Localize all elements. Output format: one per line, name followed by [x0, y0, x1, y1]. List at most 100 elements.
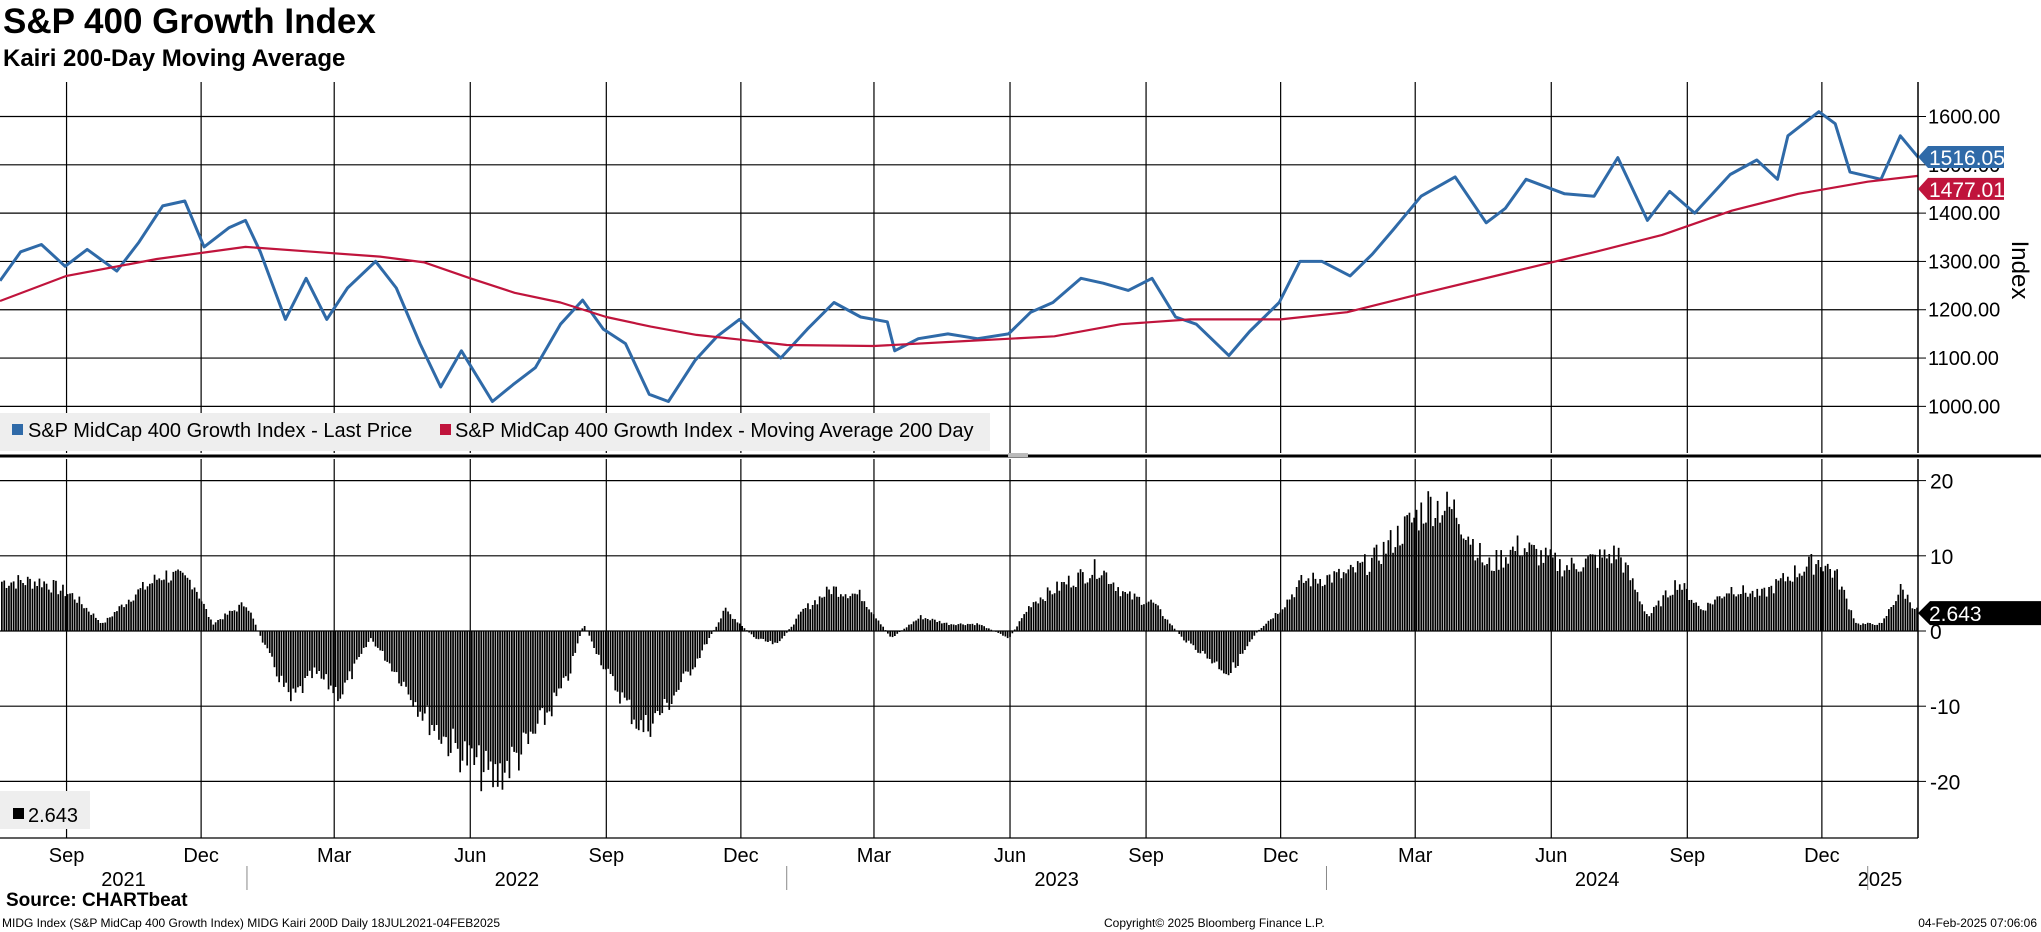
kairi-bar	[1187, 631, 1190, 641]
kairi-bar	[694, 631, 696, 668]
last-value-tag	[1918, 601, 2041, 626]
kairi-bar	[1643, 611, 1646, 631]
kairi-bar	[633, 631, 635, 720]
kairi-bar	[1157, 605, 1159, 631]
kairi-bar	[1399, 545, 1401, 631]
kairi-bar	[1906, 594, 1909, 631]
kairi-bar	[132, 600, 135, 631]
kairi-bar	[297, 631, 299, 688]
kairi-bar	[177, 569, 179, 631]
kairi-bar	[471, 631, 473, 749]
kairi-bar	[113, 612, 116, 631]
kairi-bar	[191, 589, 193, 631]
kairi-bar	[271, 631, 273, 657]
kairi-bar	[816, 604, 819, 631]
kairi-bar	[821, 597, 823, 631]
kairi-bar	[1810, 554, 1813, 631]
kairi-bar	[240, 602, 243, 631]
kairi-bar	[1223, 631, 1225, 674]
kairi-bar	[1542, 562, 1545, 631]
kairi-bar	[1408, 512, 1411, 631]
kairi-bar	[508, 631, 511, 779]
kairi-bar	[1418, 530, 1420, 631]
kairi-bar	[605, 631, 607, 670]
kairi-bar	[283, 631, 285, 687]
kairi-bar	[1622, 572, 1625, 631]
kairi-bar	[717, 622, 720, 631]
kairi-bar	[1450, 509, 1453, 631]
kairi-bar	[1392, 552, 1394, 631]
kairi-bar	[445, 631, 447, 738]
kairi-bar	[118, 606, 121, 631]
kairi-bar	[1465, 540, 1467, 631]
kairi-bar	[581, 628, 584, 631]
kairi-bar	[473, 631, 476, 765]
kairi-bar	[5, 588, 8, 631]
kairi-bar	[142, 582, 144, 631]
kairi-bar	[701, 631, 703, 651]
kairi-bar	[912, 621, 915, 631]
kairi-bar	[623, 631, 626, 698]
kairi-bar	[1035, 601, 1037, 631]
kairi-bar	[1039, 597, 1042, 631]
x-year-label: 2023	[1034, 869, 1079, 891]
kairi-bar	[1406, 515, 1408, 631]
kairi-bar	[1758, 595, 1761, 631]
kairi-bar	[576, 631, 579, 644]
kairi-bar	[1570, 557, 1573, 631]
kairi-bar	[1103, 570, 1105, 631]
kairi-bar	[414, 631, 417, 703]
kairi-bar	[1286, 599, 1289, 631]
kairi-bar	[553, 631, 555, 693]
kairi-bar	[929, 620, 931, 631]
kairi-bar	[243, 606, 245, 631]
kairi-bar	[1831, 577, 1834, 631]
kairi-bar	[503, 631, 506, 773]
kairi-bar	[1700, 609, 1702, 631]
x-month-label: Sep	[49, 845, 85, 867]
kairi-bar	[1255, 631, 1258, 633]
kairi-bar	[372, 631, 374, 642]
kairi-bar	[1136, 596, 1138, 631]
kairi-bar	[1446, 491, 1448, 631]
kairi-bar	[1610, 563, 1613, 631]
kairi-bar	[715, 626, 718, 631]
kairi-bar	[1777, 580, 1780, 631]
kairi-bar	[1634, 589, 1636, 631]
kairi-bar	[609, 631, 612, 674]
legends: S&P MidCap 400 Growth Index - Last Price…	[0, 413, 990, 829]
kairi-bar	[12, 581, 15, 631]
kairi-bar	[362, 631, 365, 648]
kairi-bar	[1709, 603, 1712, 631]
kairi-bar	[1356, 561, 1359, 631]
kairi-bar	[250, 612, 252, 631]
kairi-bar	[1784, 581, 1787, 631]
kairi-bar	[828, 589, 830, 631]
kairi-bar	[1742, 585, 1744, 631]
kairi-bar	[254, 624, 257, 631]
kairi-bar	[1227, 631, 1230, 676]
kairi-bar	[1697, 605, 1700, 631]
kairi-bar	[635, 631, 638, 729]
kairi-bar	[1309, 586, 1312, 631]
kairi-bar	[1011, 631, 1014, 634]
kairi-bar	[320, 631, 323, 679]
kairi-bar	[17, 575, 20, 631]
kairi-bar	[1396, 525, 1399, 631]
kairi-bar	[602, 631, 605, 670]
kairi-bar	[1152, 602, 1155, 631]
kairi-bar	[1467, 536, 1470, 631]
kairi-bar	[1707, 602, 1709, 631]
kairi-bar	[1354, 572, 1357, 631]
kairi-bar	[1077, 572, 1079, 631]
y-axis-label: Index	[2006, 241, 2033, 300]
kairi-bar	[1747, 596, 1749, 631]
kairi-bar	[1495, 550, 1498, 631]
kairi-bar	[1037, 603, 1040, 631]
kairi-bar	[1904, 598, 1907, 631]
kairi-bar	[1375, 544, 1378, 631]
kairi-bar	[226, 614, 229, 631]
kairi-bar	[872, 614, 875, 631]
kairi-bar	[196, 591, 198, 631]
kairi-bar	[348, 631, 351, 672]
